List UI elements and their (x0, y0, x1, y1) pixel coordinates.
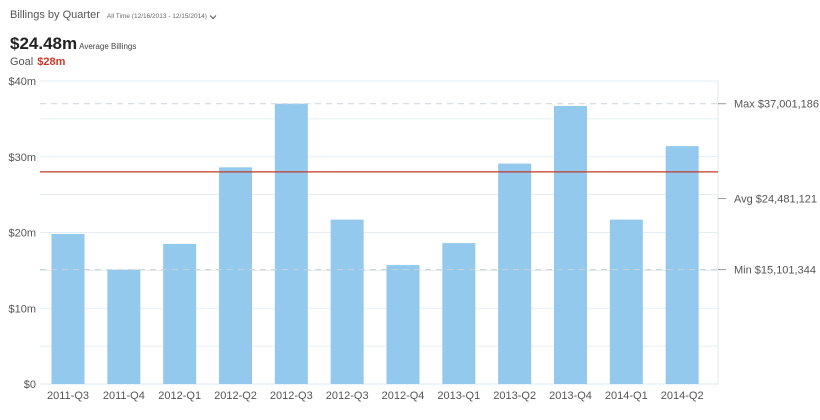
bar[interactable] (609, 219, 643, 384)
x-axis: 2011-Q3 2011-Q4 2012-Q1 2012-Q2 2012-Q3 2012-… (47, 390, 704, 402)
bar[interactable] (107, 269, 141, 384)
x-tick-label: 2011-Q4 (103, 390, 145, 402)
x-tick-label: 2012-Q2 (214, 390, 257, 402)
bar[interactable] (51, 234, 85, 384)
grid-layer (40, 80, 719, 385)
min-stat-label: Min $15,101,344 (734, 265, 816, 277)
chevron-down-icon (209, 15, 217, 20)
date-range-label: All Time (12/16/2013 - 12/15/2014) (106, 13, 207, 20)
goal-row: Goal $28m (10, 56, 770, 68)
chart-title: Billings by Quarter (10, 9, 100, 21)
bar[interactable] (386, 265, 420, 384)
bar[interactable] (665, 146, 699, 384)
max-stat-label: Max $37,001,186 (734, 99, 819, 111)
y-tick-label: $20m (8, 228, 36, 240)
metric-row: $24.48m Average Billings (10, 34, 770, 54)
title-row: Billings by Quarter All Time (12/16/2013… (10, 8, 770, 24)
bar[interactable] (163, 243, 197, 384)
bar[interactable] (554, 105, 587, 384)
x-tick-label: 2014-Q2 (661, 390, 704, 402)
date-range-dropdown[interactable]: All Time (12/16/2013 - 12/15/2014) (107, 10, 217, 24)
y-tick-label: $10m (8, 303, 36, 315)
y-tick-label: $30m (8, 152, 36, 164)
x-tick-label: 2012-Q1 (158, 390, 201, 402)
bar[interactable] (330, 219, 364, 384)
chart-header: Billings by Quarter All Time (12/16/2013… (10, 8, 770, 68)
x-tick-label: 2012-Q3 (326, 390, 369, 402)
bar[interactable] (219, 167, 252, 384)
y-axis: $0 $10m $20m $30m $40m (8, 76, 36, 391)
bar[interactable] (442, 243, 476, 384)
x-tick-label: 2012-Q4 (382, 390, 425, 402)
x-tick-label: 2014-Q1 (605, 390, 648, 402)
goal-label: Goal (10, 56, 34, 68)
x-tick-label: 2013-Q1 (437, 390, 480, 402)
x-tick-label: 2013-Q4 (549, 390, 592, 402)
y-tick-label: $40m (8, 76, 36, 88)
bar[interactable] (274, 103, 308, 384)
bars-layer (51, 103, 699, 384)
stats-labels: Max $37,001,186 Avg $24,481,121 Min $15,10… (718, 99, 819, 277)
overlay-layer (40, 103, 718, 271)
metric-label: Average Billings (79, 42, 137, 51)
goal-value: $28m (37, 56, 66, 68)
x-tick-label: 2013-Q2 (493, 390, 536, 402)
x-tick-label: 2012-Q3 (270, 390, 313, 402)
x-tick-label: 2011-Q3 (47, 390, 89, 402)
bar[interactable] (498, 163, 532, 384)
avg-stat-label: Avg $24,481,121 (734, 194, 817, 206)
metric-value: $24.48m (10, 34, 78, 53)
y-tick-label: $0 (24, 379, 36, 391)
